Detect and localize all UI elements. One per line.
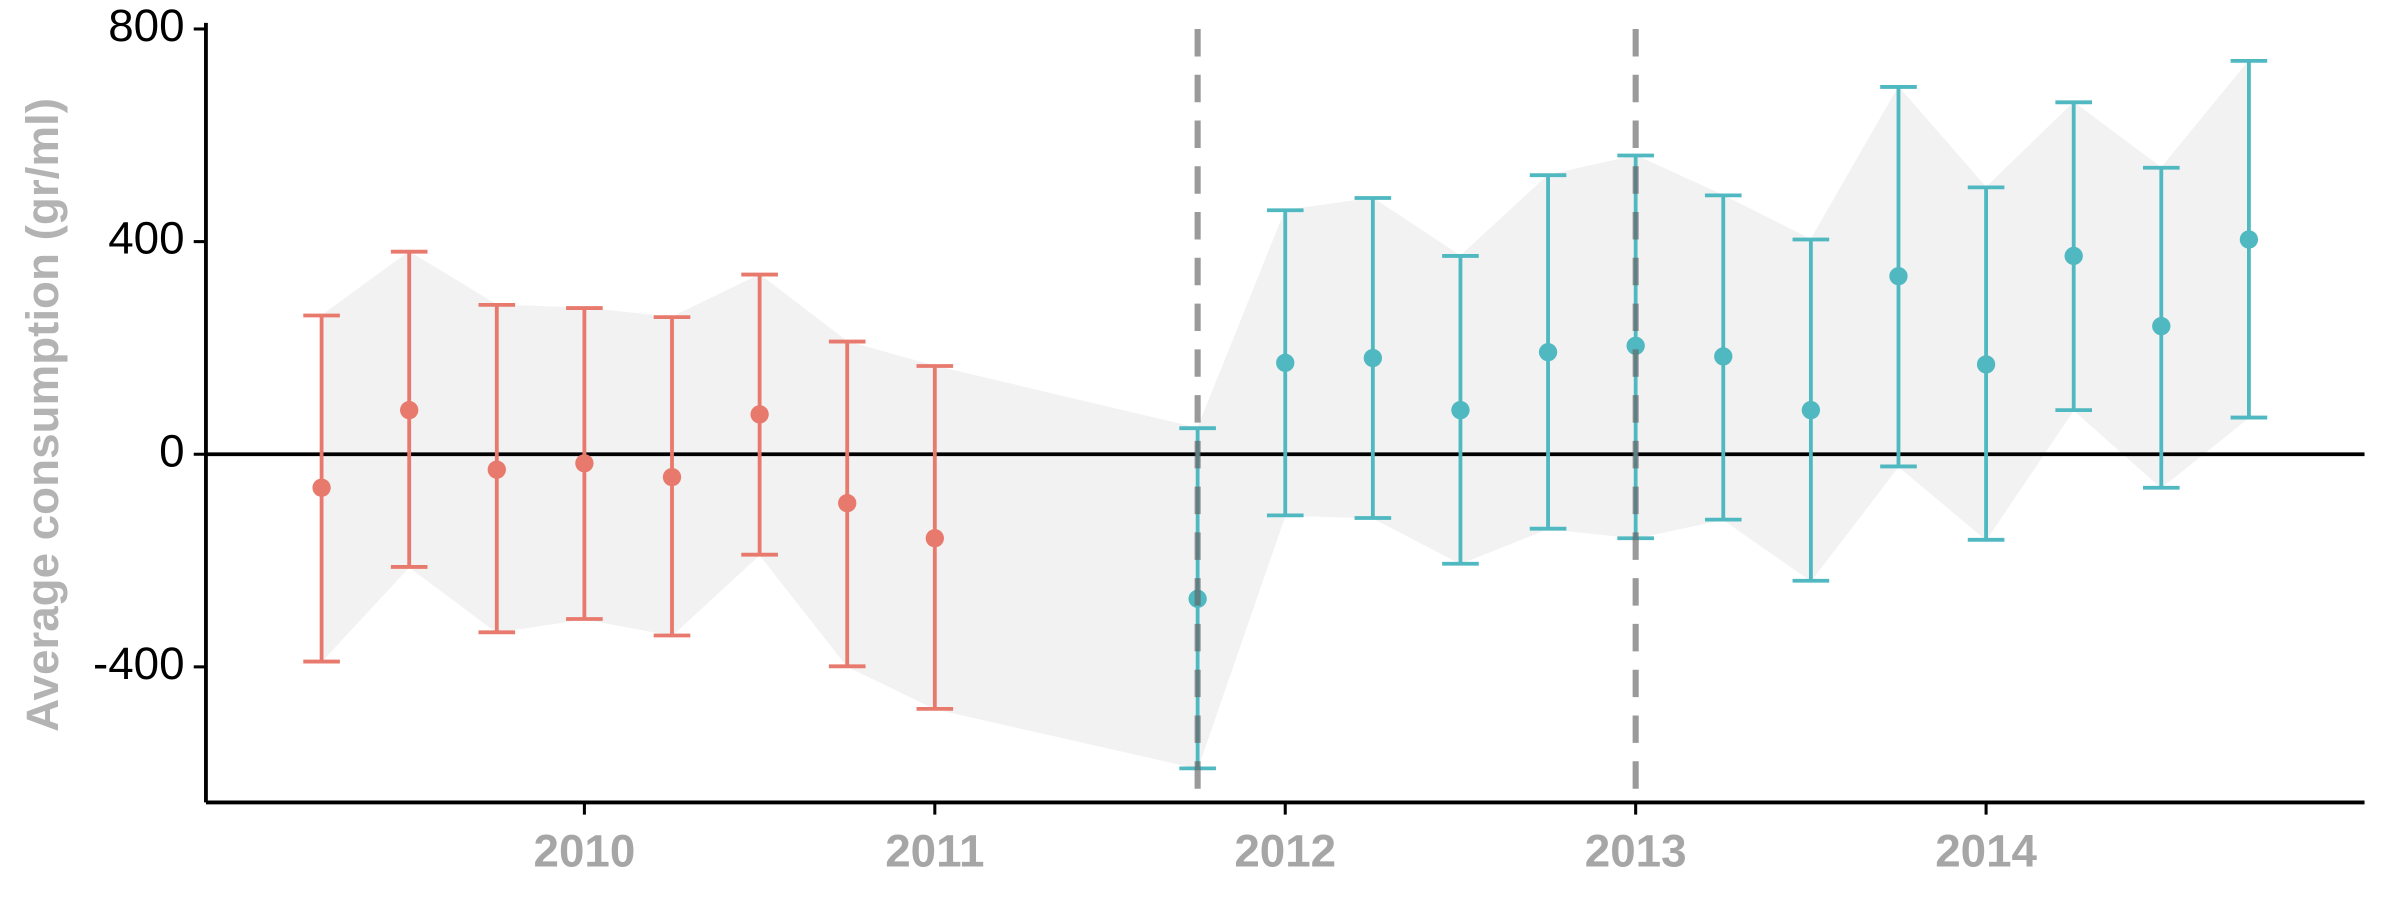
point	[925, 529, 944, 548]
y-axis-label: Average consumption (gr/ml)	[17, 98, 68, 732]
ribbon	[1372, 197, 1461, 565]
point	[662, 467, 682, 487]
point	[1451, 400, 1470, 420]
point	[750, 405, 769, 424]
ribbon	[1810, 85, 1899, 582]
point	[400, 400, 419, 420]
point	[1714, 347, 1733, 366]
point	[838, 493, 857, 513]
x-tick-label: 2011	[885, 825, 984, 876]
ribbon	[2073, 101, 2162, 489]
point	[2064, 246, 2083, 266]
point	[312, 478, 331, 497]
point	[1363, 348, 1383, 368]
ribbon	[1197, 210, 1286, 769]
ribbon	[408, 251, 498, 634]
y-tick-label: 400	[108, 213, 184, 264]
point	[2152, 316, 2171, 336]
point	[487, 460, 506, 479]
x-tick-label: 2012	[1234, 825, 1336, 876]
point	[2239, 230, 2259, 249]
x-tick-label: 2013	[1585, 825, 1687, 876]
y-tick-label: -400	[93, 638, 185, 689]
ribbon-layer	[321, 59, 2250, 769]
x-tick-label: 2010	[534, 825, 636, 876]
point	[1538, 343, 1558, 362]
ribbon	[934, 365, 1199, 769]
point	[1801, 400, 1821, 420]
ribbon	[1460, 174, 1549, 565]
ribbon	[1284, 197, 1374, 519]
ribbon	[321, 250, 410, 663]
x-tick-label: 2014	[1935, 825, 2037, 876]
ribbon	[2160, 59, 2250, 489]
point	[1276, 353, 1295, 372]
y-tick-label: 0	[159, 425, 184, 476]
point	[1976, 355, 1996, 374]
ribbon	[496, 304, 585, 633]
ribbon	[1898, 85, 1987, 541]
point	[1889, 267, 1908, 286]
ribbon	[1547, 155, 1637, 539]
ribbon	[846, 341, 936, 710]
plot-layer: -400 0 400 800 2010 2011 2012 2013 2014	[93, 0, 2365, 876]
ribbon	[1722, 194, 1812, 582]
point	[575, 454, 594, 473]
ribbon	[1985, 101, 2075, 542]
ribbon	[759, 273, 848, 668]
ribbon	[1635, 154, 1724, 539]
y-tick-label: 800	[108, 0, 184, 51]
point	[1626, 336, 1645, 355]
ribbon	[584, 307, 673, 636]
